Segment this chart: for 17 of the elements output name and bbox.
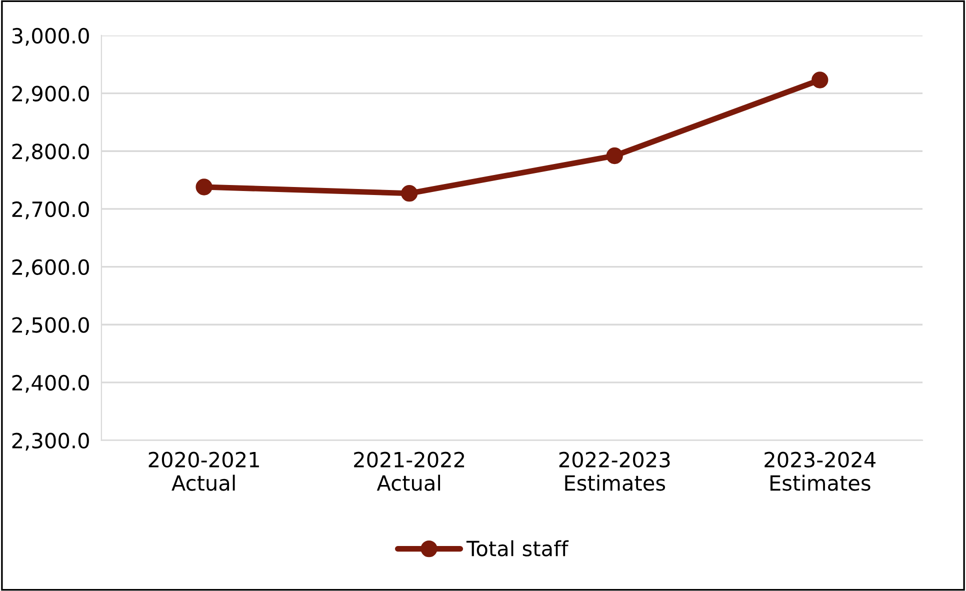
point [401,185,418,202]
legend-label: Total staff [466,540,569,556]
point [196,178,212,196]
y-tick-label: 2,400.0 [12,374,89,393]
x-tick-label: 2021-2022 Actual [354,452,464,491]
x-tick-label: 2023-2024 Estimates [764,452,876,491]
point [812,72,828,88]
y-tick-label: 3,000.0 [12,28,89,46]
y-tick-label: 2,900.0 [12,86,89,104]
x-tick-label: 2020-2021 Actual [148,452,259,491]
y-tick-label: 2,300.0 [12,432,89,451]
x-tick-label: 2022-2023 Estimates [559,452,670,491]
y-tick-label: 2,800.0 [12,144,89,162]
point [606,147,623,164]
y-tick-label: 2,500.0 [12,317,89,335]
y-tick-label: 2,700.0 [12,201,89,220]
y-tick-label: 2,600.0 [12,259,89,278]
